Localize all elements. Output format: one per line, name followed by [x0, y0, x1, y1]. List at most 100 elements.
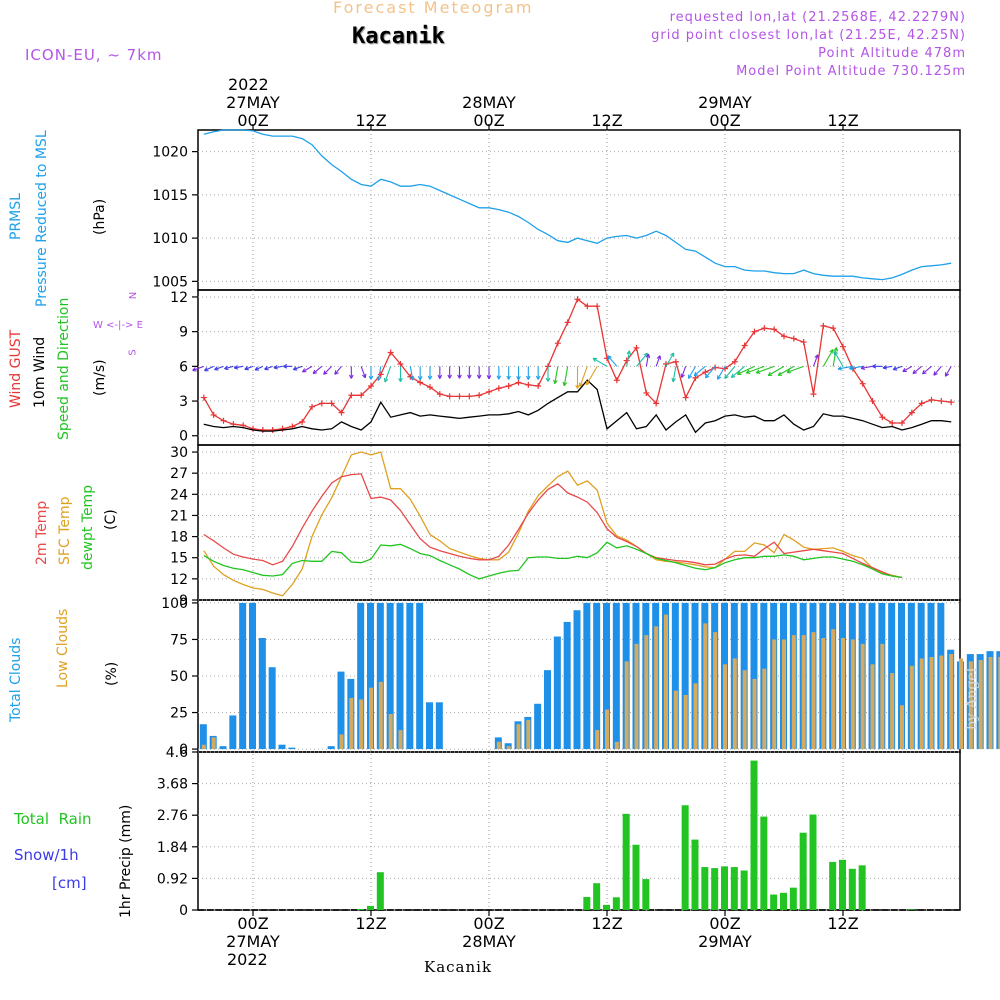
wind-arrow — [716, 366, 726, 380]
y-tick-label: 0.92 — [157, 871, 188, 887]
low-cloud-bar — [900, 705, 904, 750]
gust-line-marker — [771, 326, 778, 333]
compass-n: N — [128, 291, 140, 300]
total-cloud-bar — [996, 651, 1000, 750]
total-cloud-bar — [563, 621, 571, 750]
total-cloud-bar — [612, 602, 620, 750]
gust-line-marker — [476, 392, 483, 399]
wind-arrow — [832, 347, 839, 367]
wind-arrow — [224, 365, 234, 371]
y-tick-label: 4.6 — [166, 745, 188, 761]
wind-arrow — [872, 364, 883, 369]
low-cloud-bar — [821, 638, 826, 750]
wind-arrow — [535, 366, 541, 380]
panel-frame-2 — [197, 444, 961, 601]
wind-arrow — [578, 366, 588, 387]
wind-arrow — [737, 365, 755, 375]
wind-arrow — [922, 365, 932, 375]
gust-line-marker — [574, 296, 581, 303]
rain-bar — [780, 892, 787, 910]
total-cloud-bar — [603, 602, 610, 750]
top-time-label: 12Z — [355, 111, 387, 130]
bottom-time-label: 12Z — [827, 914, 859, 933]
wind-arrow — [777, 365, 795, 376]
y-tick-label: 1010 — [152, 231, 188, 247]
bottom-time-label: 00Z — [473, 914, 505, 933]
wind-arrow — [607, 355, 618, 367]
y-tick-label: 1020 — [152, 145, 188, 161]
temp-2m-line — [203, 473, 903, 579]
total-cloud-bar — [681, 602, 689, 750]
wind-arrow — [204, 365, 214, 372]
gust-line-marker — [348, 392, 355, 399]
gust-line-marker — [427, 384, 433, 391]
low-cloud-bar — [742, 670, 747, 750]
wind-arrow — [323, 365, 333, 375]
low-cloud-bar — [762, 668, 767, 750]
wind-arrow — [693, 365, 706, 377]
low-cloud-bar — [752, 678, 757, 750]
total-cloud-bar — [327, 746, 335, 750]
y-tick-label: 0 — [179, 903, 188, 919]
gust-line-marker — [800, 339, 807, 346]
wind-arrow — [553, 366, 559, 385]
gust-line-marker — [220, 417, 227, 424]
total-cloud-bar — [219, 746, 227, 750]
gust-line-marker — [250, 425, 256, 432]
low-cloud-bar — [673, 690, 678, 750]
total-cloud-bar — [239, 602, 247, 750]
panel-frame-0 — [197, 129, 961, 291]
low-cloud-bar — [929, 657, 934, 750]
low-cloud-bar — [841, 638, 845, 750]
requested-coords: requested lon,lat (21.2568E, 42.2279N) — [669, 10, 966, 25]
rain-bar — [642, 879, 650, 910]
wind-arrow — [912, 365, 923, 375]
label-sfc-temp: SFC Temp — [57, 496, 73, 565]
gust-line-marker — [908, 409, 915, 416]
y-tick-label: 2.76 — [157, 808, 188, 824]
total-cloud-bar — [504, 743, 512, 750]
wind-arrow — [292, 365, 303, 371]
low-cloud-bar — [388, 714, 393, 750]
gust-line-marker — [712, 364, 719, 371]
wind-arrow — [882, 365, 893, 370]
top-time-label: 00Z — [709, 111, 741, 130]
wind-arrow — [398, 366, 403, 383]
low-cloud-bar — [359, 699, 364, 750]
watermark: by Angel — [964, 667, 980, 730]
y-tick-label: 25 — [170, 706, 188, 722]
y-tick-label: 3.68 — [157, 777, 188, 793]
gust-line-marker — [200, 394, 207, 401]
y-tick-label: 100 — [161, 596, 188, 612]
low-cloud-bar — [870, 664, 875, 750]
wind-arrow — [680, 366, 687, 378]
wind-arrow — [457, 366, 462, 379]
rain-bar — [612, 897, 620, 910]
total-cloud-bar — [367, 602, 374, 750]
rain-bar — [770, 894, 778, 910]
gust-line-marker — [564, 319, 571, 326]
wind-arrow — [860, 365, 873, 371]
low-cloud-bar — [890, 673, 895, 750]
low-cloud-bar — [782, 639, 786, 750]
gust-line-marker — [515, 379, 522, 386]
gust-line-marker — [535, 383, 542, 390]
total-cloud-bar — [553, 636, 561, 750]
wind-arrow — [665, 352, 675, 367]
wind-arrow — [575, 366, 580, 389]
rain-bar — [603, 904, 610, 910]
wind-arrow — [526, 366, 531, 380]
bottom-time-label: 12Z — [355, 914, 387, 933]
total-cloud-bar — [249, 602, 256, 750]
wind-arrow — [944, 366, 952, 377]
y-tick-label: 12 — [170, 290, 188, 306]
low-cloud-bar — [634, 643, 639, 750]
wind-arrow — [409, 366, 415, 381]
total-cloud-bar — [337, 671, 345, 750]
wind-arrow — [849, 365, 863, 371]
gust-line-marker — [259, 426, 266, 433]
rain-bar — [740, 870, 748, 910]
total-cloud-bar — [406, 602, 414, 750]
wind-arrow — [467, 366, 472, 379]
